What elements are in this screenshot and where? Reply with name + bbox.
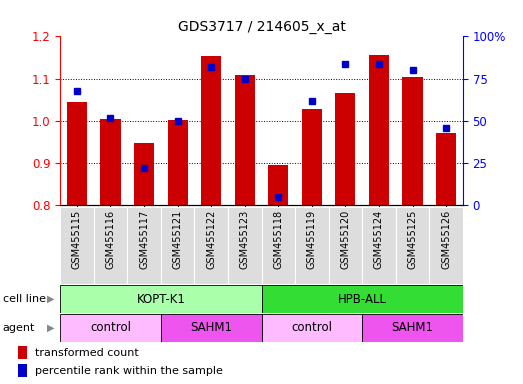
Text: GSM455125: GSM455125: [407, 210, 417, 269]
Bar: [268, 165, 288, 205]
Bar: [161, 314, 262, 342]
Bar: [302, 109, 322, 205]
Bar: [235, 75, 255, 205]
Text: transformed count: transformed count: [35, 348, 139, 358]
Text: GSM455115: GSM455115: [72, 210, 82, 269]
Text: SAHM1: SAHM1: [190, 321, 232, 334]
Bar: [335, 93, 356, 205]
Text: HPB-ALL: HPB-ALL: [338, 293, 386, 306]
Text: GSM455124: GSM455124: [374, 210, 384, 269]
Text: agent: agent: [3, 323, 35, 333]
Bar: [295, 207, 328, 284]
Bar: [134, 143, 154, 205]
Text: GSM455116: GSM455116: [106, 210, 116, 269]
Bar: [328, 207, 362, 284]
Bar: [262, 207, 295, 284]
Text: KOPT-K1: KOPT-K1: [137, 293, 185, 306]
Bar: [369, 55, 389, 205]
Text: GSM455126: GSM455126: [441, 210, 451, 269]
Bar: [161, 207, 195, 284]
Text: percentile rank within the sample: percentile rank within the sample: [35, 366, 223, 376]
Text: GSM455117: GSM455117: [139, 210, 149, 269]
Text: SAHM1: SAHM1: [392, 321, 434, 334]
Bar: [18, 346, 27, 359]
Text: GSM455118: GSM455118: [274, 210, 283, 269]
Bar: [60, 207, 94, 284]
Text: cell line: cell line: [3, 294, 46, 304]
Text: control: control: [291, 321, 332, 334]
Bar: [100, 119, 121, 205]
Bar: [201, 56, 221, 205]
Bar: [228, 207, 262, 284]
Bar: [362, 314, 463, 342]
Text: ▶: ▶: [47, 323, 54, 333]
Bar: [127, 207, 161, 284]
Text: GSM455123: GSM455123: [240, 210, 249, 269]
Bar: [262, 314, 362, 342]
Bar: [403, 76, 423, 205]
Bar: [67, 102, 87, 205]
Bar: [429, 207, 463, 284]
Bar: [362, 207, 396, 284]
Text: control: control: [90, 321, 131, 334]
Text: GSM455122: GSM455122: [206, 210, 216, 269]
Text: GSM455119: GSM455119: [307, 210, 317, 269]
Title: GDS3717 / 214605_x_at: GDS3717 / 214605_x_at: [178, 20, 345, 34]
Bar: [262, 285, 463, 313]
Bar: [60, 285, 262, 313]
Text: ▶: ▶: [47, 294, 54, 304]
Bar: [94, 207, 127, 284]
Text: GSM455121: GSM455121: [173, 210, 183, 269]
Bar: [60, 314, 161, 342]
Text: GSM455120: GSM455120: [340, 210, 350, 269]
Bar: [396, 207, 429, 284]
Bar: [167, 120, 188, 205]
Bar: [436, 133, 456, 205]
Bar: [195, 207, 228, 284]
Bar: [18, 364, 27, 377]
